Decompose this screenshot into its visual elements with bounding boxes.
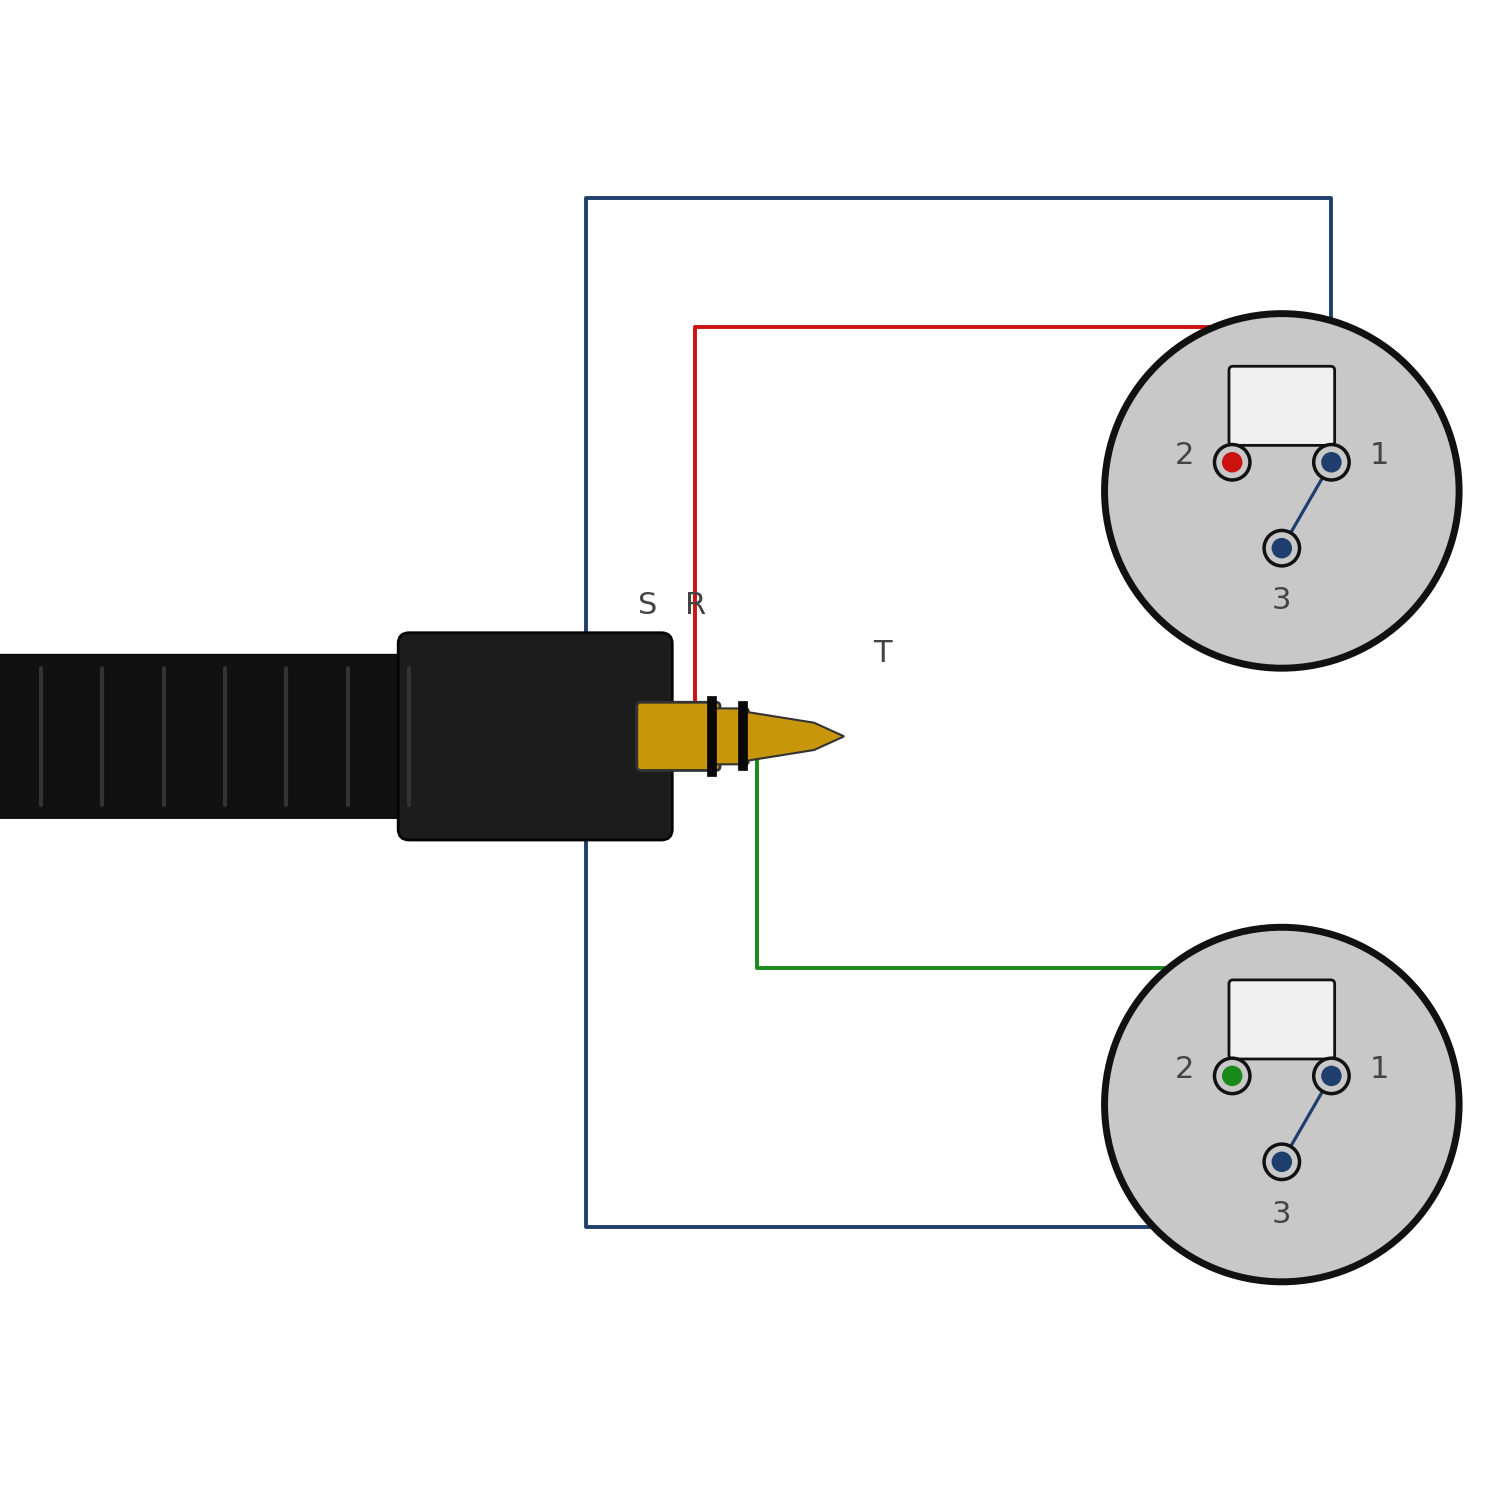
Circle shape [1222, 453, 1242, 472]
Circle shape [1215, 1058, 1249, 1094]
FancyBboxPatch shape [1228, 366, 1335, 446]
FancyBboxPatch shape [638, 702, 720, 771]
Circle shape [1264, 1144, 1299, 1179]
FancyBboxPatch shape [0, 654, 471, 818]
Polygon shape [746, 712, 844, 760]
Text: 2: 2 [1174, 1054, 1194, 1083]
Circle shape [1322, 1066, 1341, 1086]
Circle shape [1264, 531, 1299, 566]
Circle shape [1322, 453, 1341, 472]
Circle shape [1215, 444, 1249, 480]
Text: T: T [873, 639, 891, 668]
Text: 1: 1 [1370, 441, 1389, 470]
Text: 3: 3 [1272, 1200, 1292, 1228]
FancyBboxPatch shape [712, 708, 748, 765]
Text: 2: 2 [1174, 441, 1194, 470]
Text: 3: 3 [1272, 586, 1292, 615]
Circle shape [1222, 1066, 1242, 1086]
Circle shape [1104, 314, 1460, 668]
Circle shape [1272, 1152, 1292, 1172]
Text: 1: 1 [1370, 1054, 1389, 1083]
Text: R: R [686, 591, 706, 621]
Circle shape [1314, 1058, 1348, 1094]
FancyBboxPatch shape [1228, 980, 1335, 1059]
FancyBboxPatch shape [398, 633, 672, 840]
Circle shape [1314, 444, 1348, 480]
Text: S: S [638, 591, 657, 621]
Circle shape [1272, 538, 1292, 558]
Circle shape [1104, 927, 1460, 1282]
